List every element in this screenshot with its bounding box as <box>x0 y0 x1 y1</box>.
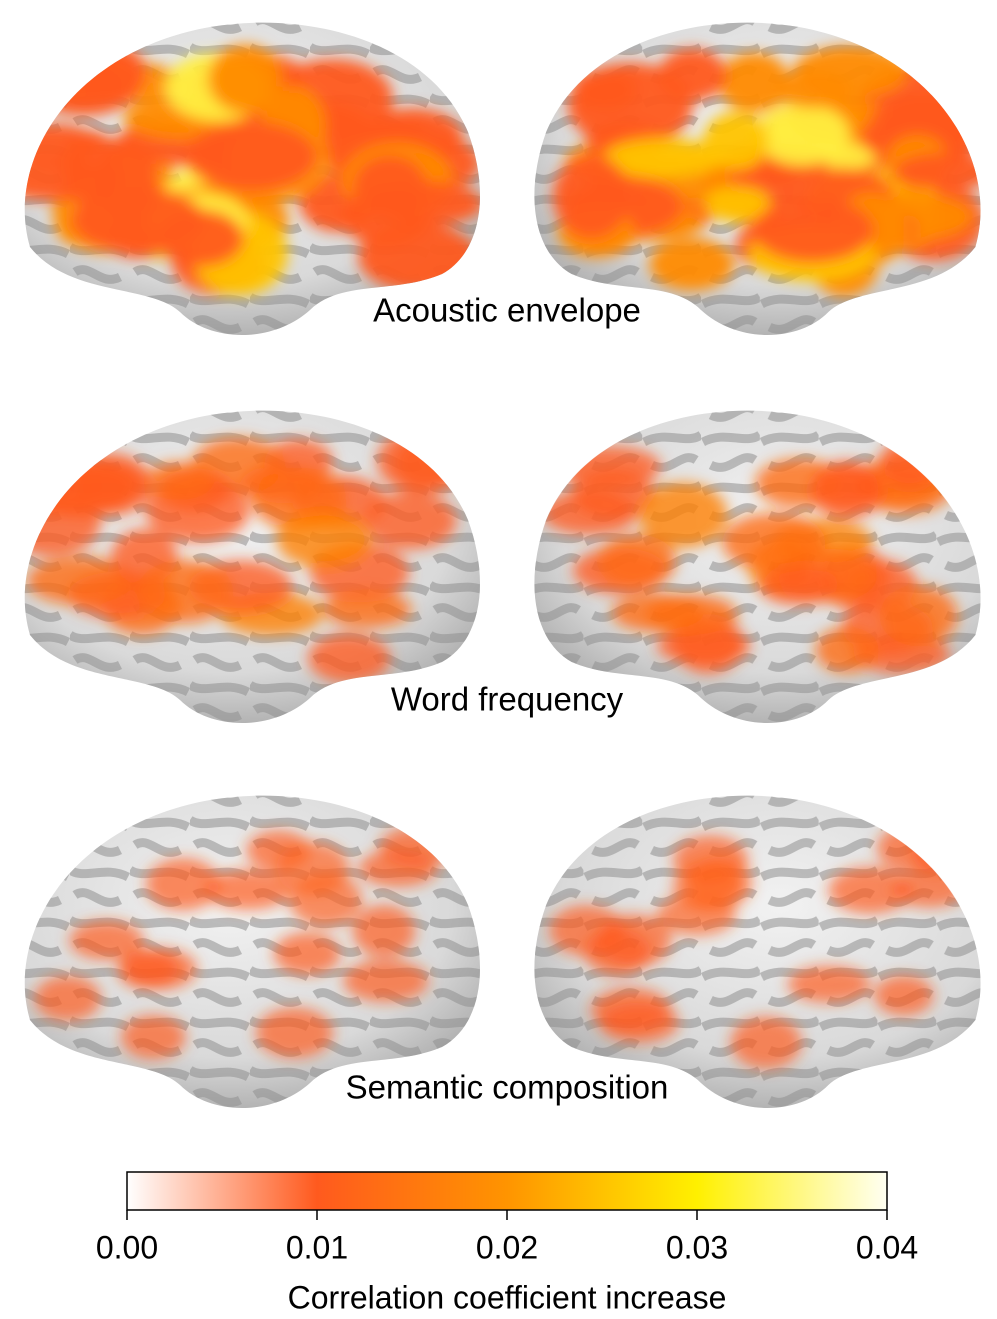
activation <box>34 826 455 1060</box>
activation-blob <box>343 959 429 1003</box>
activation-blob <box>810 463 884 519</box>
activation-blob <box>876 823 957 873</box>
activation-blob <box>184 121 317 191</box>
activation-blob <box>880 585 958 647</box>
activation-blob <box>656 627 751 665</box>
panel-label: Word frequency <box>391 681 624 718</box>
activation-blob <box>722 512 826 572</box>
activation-blob <box>556 446 662 488</box>
tick-label: 0.03 <box>666 1229 728 1265</box>
activation-blob <box>597 534 677 588</box>
activation-blob <box>552 154 631 239</box>
brain <box>534 22 981 335</box>
activation-blob <box>352 904 416 958</box>
activation-blob <box>571 68 638 112</box>
activation-blob <box>754 103 850 166</box>
colorbar-label: Correlation coefficient increase <box>288 1279 727 1315</box>
activation-blob <box>136 560 233 624</box>
brain-detail <box>24 795 481 1108</box>
activation-blob <box>787 965 871 1003</box>
activation-blob <box>26 556 133 605</box>
activation-blob <box>323 590 412 629</box>
activation-blob <box>379 826 455 867</box>
activation-blob <box>758 563 839 606</box>
activation-blob <box>549 904 624 956</box>
activation-blob <box>730 1016 802 1069</box>
panel-label: Semantic composition <box>346 1069 669 1106</box>
panel-label: Acoustic envelope <box>373 292 641 329</box>
activation-blob <box>144 461 214 501</box>
activation-blob <box>658 48 727 101</box>
activation-blob <box>353 155 427 216</box>
activation-blob <box>273 932 341 975</box>
activation <box>552 46 981 297</box>
activation-blob <box>276 510 372 568</box>
colorbar <box>126 1171 888 1211</box>
brain <box>24 795 481 1108</box>
activation-blob <box>307 633 391 683</box>
brain-detail <box>24 22 481 335</box>
brain-detail <box>534 410 981 723</box>
activation-blob <box>376 428 468 494</box>
activation-blob <box>894 152 981 190</box>
activation <box>24 44 481 296</box>
activation-blob <box>34 975 102 1022</box>
activation-blob <box>828 866 912 914</box>
activation-blob <box>719 52 791 113</box>
activation-blob <box>874 975 934 1016</box>
activation <box>541 437 958 674</box>
activation-blob <box>145 858 221 911</box>
activation-blob <box>892 871 966 908</box>
activation-blob <box>649 237 735 291</box>
activation-blob <box>69 920 144 960</box>
activation-blob <box>364 492 457 550</box>
brain-detail <box>534 22 981 335</box>
activation-blob <box>603 137 723 178</box>
activation-blob <box>638 482 728 548</box>
brain <box>534 795 981 1108</box>
activation-blob <box>208 44 283 114</box>
activation-blob <box>73 453 150 505</box>
activation-blob <box>205 869 291 910</box>
activation-blob <box>156 209 245 267</box>
activation-blob <box>815 627 879 673</box>
activation-blob <box>275 841 350 895</box>
activation-blob <box>704 186 771 223</box>
activation-blob <box>879 437 940 489</box>
activation <box>549 823 977 1069</box>
tick-label: 0.02 <box>476 1229 538 1265</box>
tick-label: 0.04 <box>856 1229 918 1265</box>
activation-blob <box>599 1002 680 1043</box>
activation-blob <box>39 66 124 105</box>
activation-blob <box>656 894 737 936</box>
activation-blob <box>646 594 738 635</box>
activation-blob <box>775 71 853 109</box>
brain-detail <box>534 795 981 1108</box>
brain <box>534 410 981 723</box>
tick-label: 0.01 <box>286 1229 348 1265</box>
activation-blob <box>120 1014 186 1060</box>
brain <box>24 22 481 335</box>
activation-blob <box>752 197 874 263</box>
activation-blob <box>255 1007 334 1059</box>
activation-blob <box>117 949 178 989</box>
tick-label: 0.00 <box>96 1229 158 1265</box>
activation-blob <box>702 111 769 171</box>
